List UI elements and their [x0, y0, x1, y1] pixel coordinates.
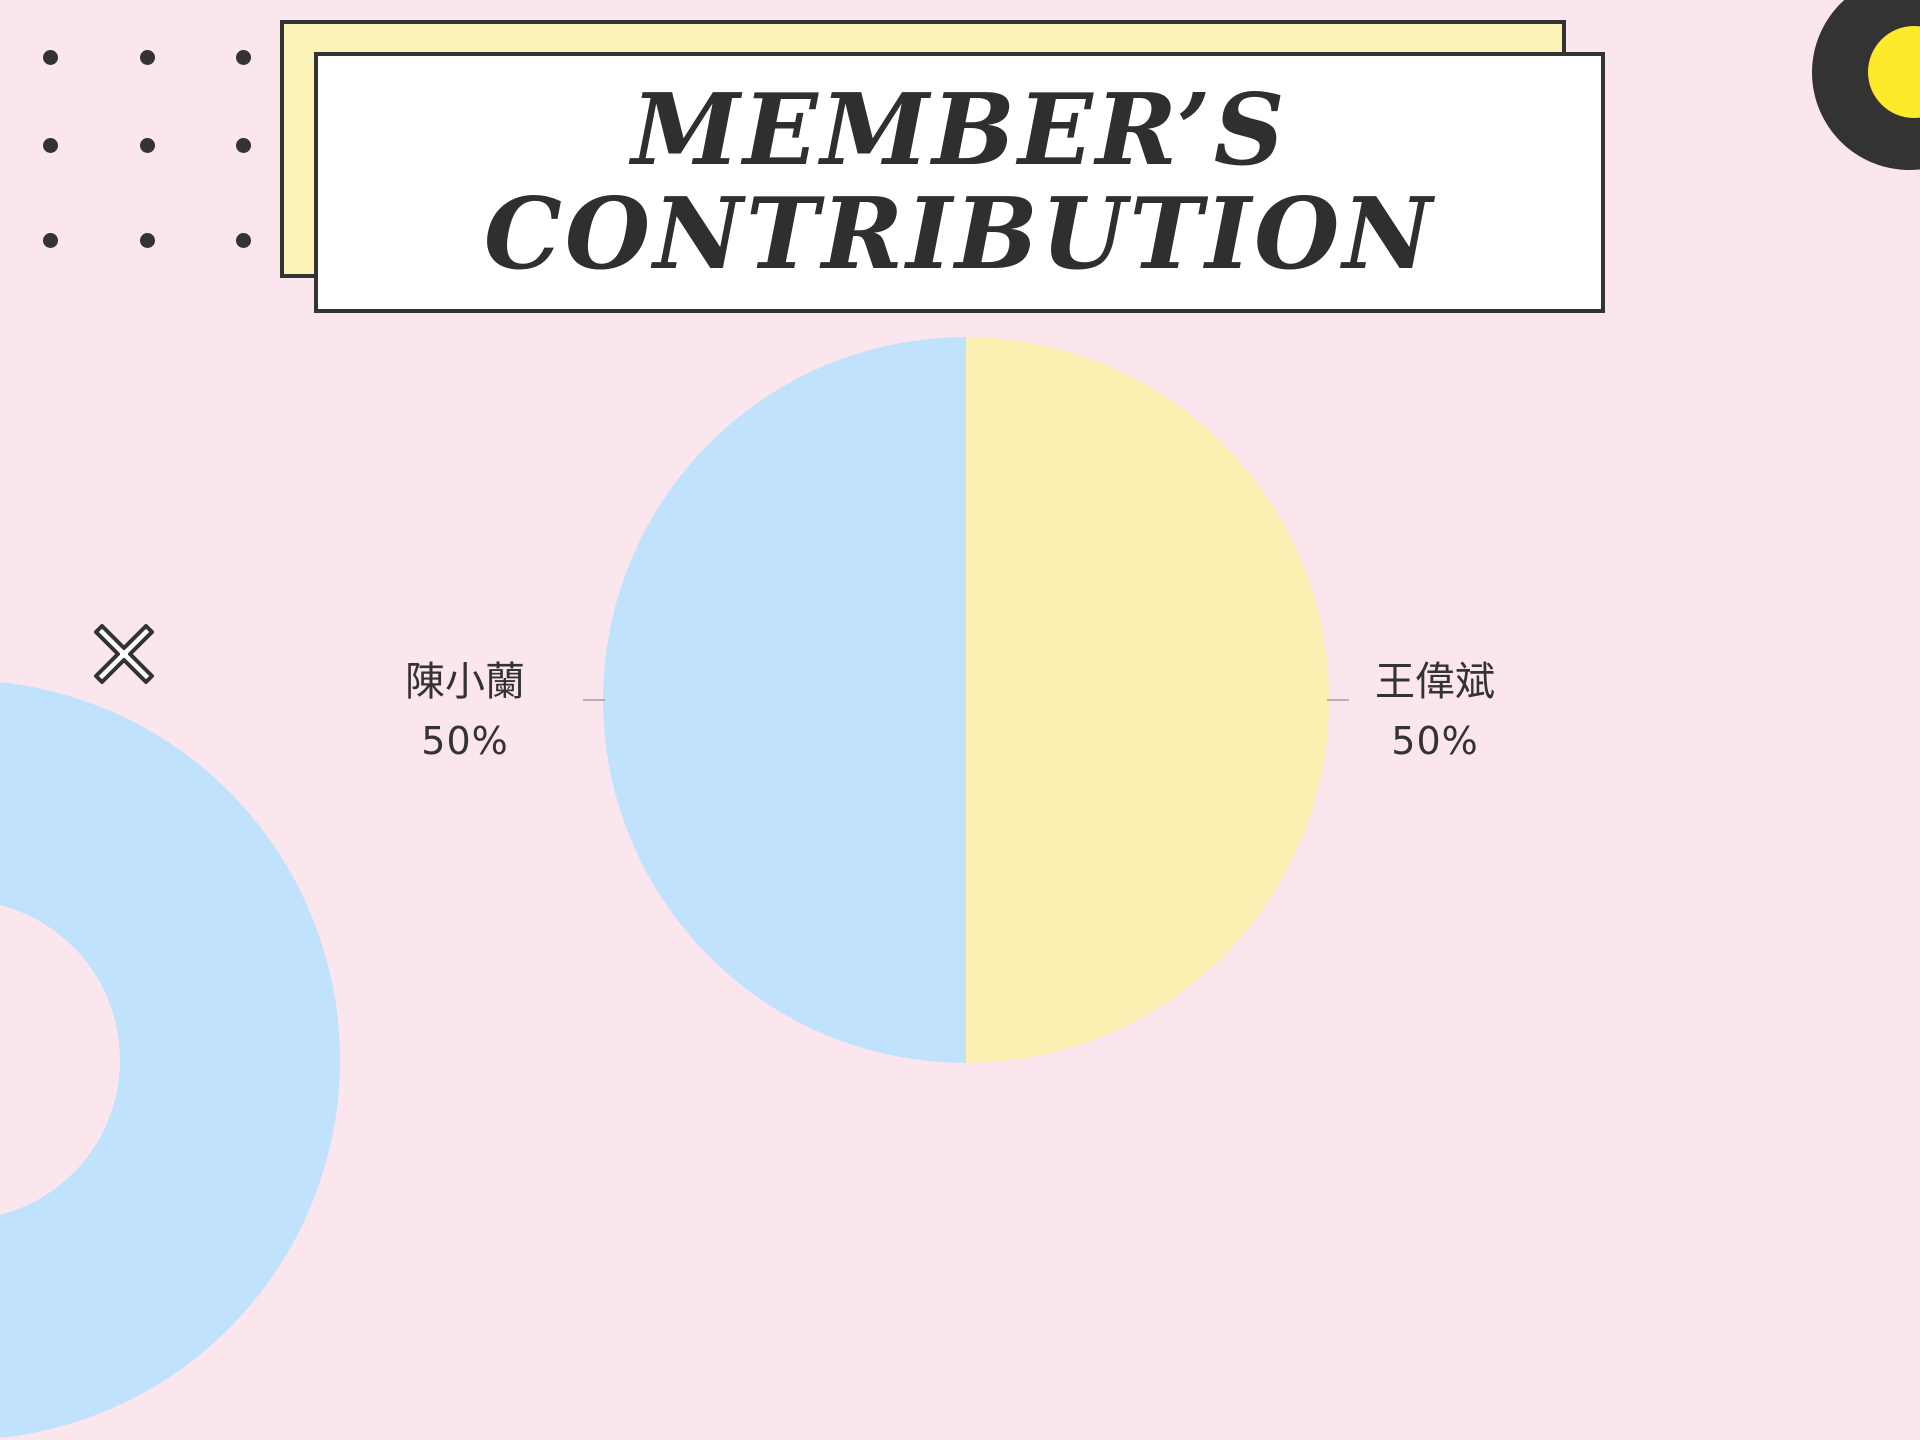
pie-chart — [583, 337, 1349, 1063]
dot — [43, 50, 58, 65]
pie-slice — [966, 337, 1329, 1063]
slice-percent: 50% — [1391, 719, 1479, 763]
slice-percent: 50% — [421, 719, 509, 763]
dot — [43, 138, 58, 153]
pie-slice — [603, 337, 966, 1063]
x-icon — [94, 624, 154, 684]
dot — [236, 50, 251, 65]
dot — [43, 233, 58, 248]
slice-name: 陳小蘭 — [405, 659, 525, 705]
title-line-2: CONTRIBUTION — [483, 176, 1436, 292]
dot-grid-decoration — [38, 45, 268, 248]
dot — [140, 138, 155, 153]
dot — [140, 233, 155, 248]
slice-label-left: 陳小蘭 50% — [355, 652, 575, 770]
dot — [236, 233, 251, 248]
slice-label-right: 王偉斌 50% — [1325, 652, 1545, 770]
slice-name: 王偉斌 — [1375, 659, 1495, 705]
title-line-1: MEMBER’S — [631, 72, 1288, 188]
dot — [140, 50, 155, 65]
title-card: MEMBER’S CONTRIBUTION — [314, 52, 1605, 313]
dot — [236, 138, 251, 153]
